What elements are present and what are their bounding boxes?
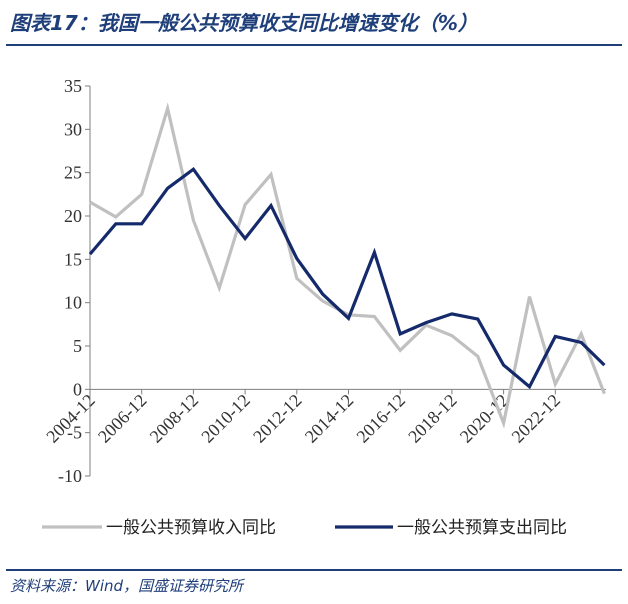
- x-tick-label: 2006-12: [94, 390, 151, 447]
- x-axis-ticks: 2004-122006-122008-122010-122012-122014-…: [42, 389, 565, 447]
- y-tick-label: -10: [58, 466, 82, 486]
- y-tick-label: 15: [64, 249, 82, 269]
- bottom-divider: [6, 569, 622, 571]
- legend-label: 一般公共预算收入同比: [106, 518, 276, 538]
- series-layer: [88, 102, 606, 429]
- legend: 一般公共预算收入同比 一般公共预算支出同比: [42, 518, 567, 538]
- y-tick-label: 10: [64, 293, 82, 313]
- y-tick-label: 25: [64, 163, 82, 183]
- x-tick-label: 2008-12: [146, 390, 203, 447]
- y-tick-label: 20: [64, 206, 82, 226]
- y-tick-label: 35: [64, 76, 82, 96]
- x-tick-label: 2012-12: [249, 390, 306, 447]
- y-tick-label: 5: [73, 336, 82, 356]
- expenditure-series-line: [88, 166, 606, 390]
- x-tick-label: 2018-12: [404, 390, 461, 447]
- x-tick-label: 2014-12: [301, 390, 358, 447]
- y-tick-label: 30: [64, 119, 82, 139]
- y-tick-label: 0: [73, 379, 82, 399]
- y-axis-ticks: 35 30 25 20 15 10 5 0 -5 -10: [58, 76, 90, 486]
- legend-label: 一般公共预算支出同比: [397, 518, 567, 538]
- x-tick-label: 2022-12: [508, 390, 565, 447]
- top-divider: [6, 44, 622, 46]
- figure-title: 图表17：我国一般公共预算收支同比增速变化（%）: [10, 11, 478, 35]
- source-note: 资料来源：Wind，国盛证券研究所: [10, 577, 244, 595]
- x-tick-label: 2010-12: [197, 390, 254, 447]
- y-tick-label: -5: [67, 423, 82, 443]
- revenue-series-line: [89, 102, 606, 429]
- x-tick-label: 2016-12: [352, 390, 409, 447]
